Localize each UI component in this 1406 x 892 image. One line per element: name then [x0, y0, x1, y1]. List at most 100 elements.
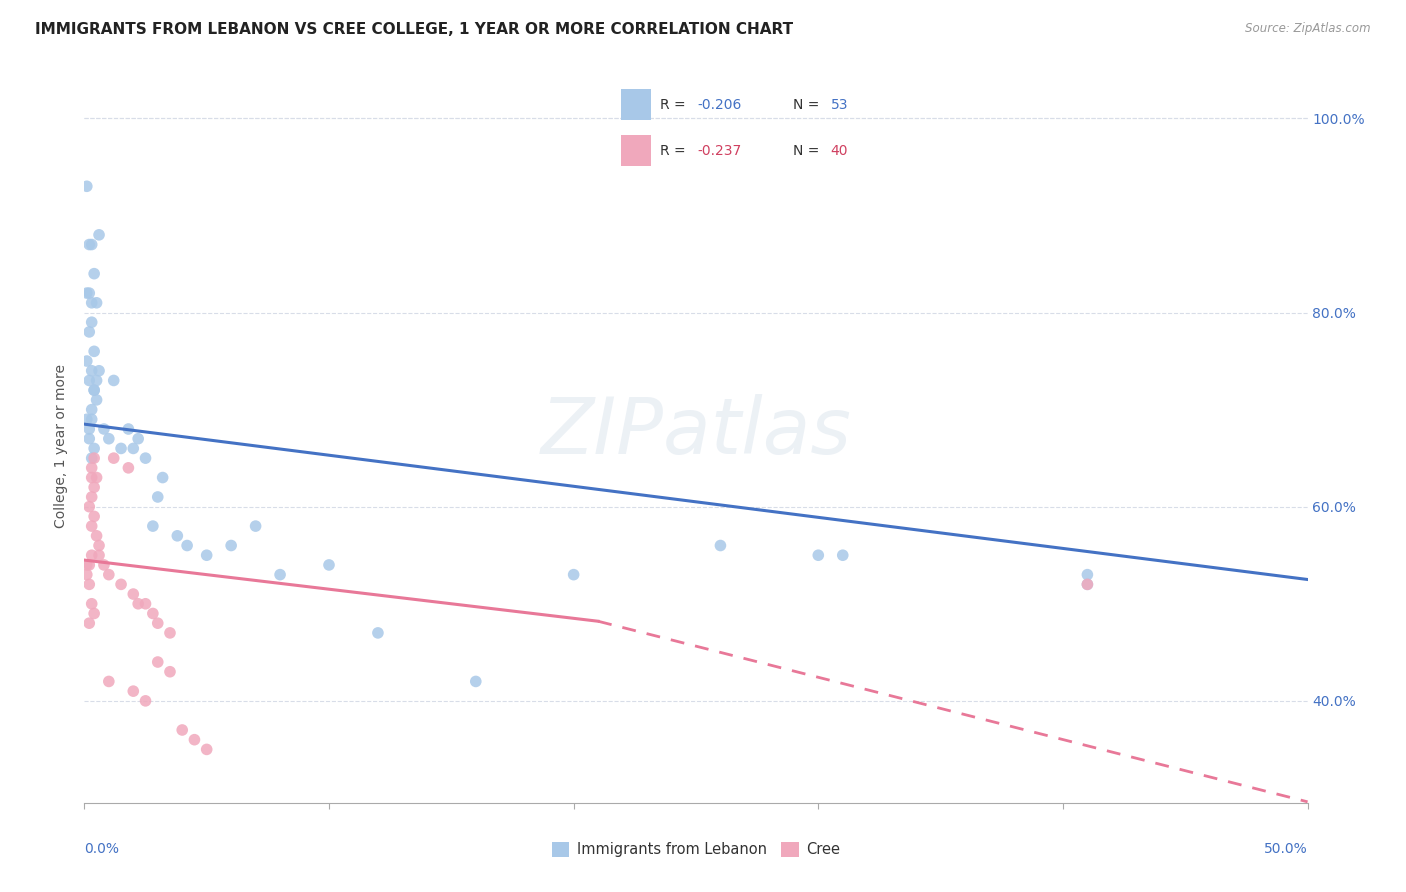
FancyBboxPatch shape [620, 89, 651, 120]
Point [831, 548, 853, 562]
FancyBboxPatch shape [620, 136, 651, 166]
Point [83, 344, 105, 359]
Text: 0.0%: 0.0% [84, 842, 120, 855]
Point [110, 577, 132, 591]
Point [97, 567, 120, 582]
Point [159, 626, 181, 640]
Point [135, 597, 157, 611]
Point [97, 674, 120, 689]
Point [86, 470, 108, 484]
Point [219, 539, 242, 553]
Point [269, 567, 291, 582]
Point [117, 422, 139, 436]
Point [76, 567, 98, 582]
Point [159, 665, 181, 679]
Point [183, 732, 205, 747]
Text: IMMIGRANTS FROM LEBANON VS CREE COLLEGE, 1 YEAR OR MORE CORRELATION CHART: IMMIGRANTS FROM LEBANON VS CREE COLLEGE,… [35, 22, 793, 37]
Point [80, 315, 103, 329]
Point [709, 539, 731, 553]
Point [80, 402, 103, 417]
Point [76, 412, 98, 426]
Point [87, 548, 110, 562]
Point [195, 742, 218, 756]
Point [135, 694, 157, 708]
Point [80, 470, 103, 484]
Text: R =: R = [659, 97, 690, 112]
Legend: Immigrants from Lebanon, Cree: Immigrants from Lebanon, Cree [546, 836, 846, 863]
Point [127, 597, 149, 611]
Point [142, 519, 165, 533]
Point [122, 442, 145, 456]
Text: N =: N = [793, 144, 824, 158]
Text: R =: R = [659, 144, 690, 158]
Point [1076, 577, 1098, 591]
Y-axis label: College, 1 year or more: College, 1 year or more [55, 364, 69, 528]
Point [93, 422, 115, 436]
Point [97, 432, 120, 446]
Point [110, 442, 132, 456]
Point [80, 412, 103, 426]
Text: 53: 53 [831, 97, 848, 112]
Point [83, 480, 105, 494]
Point [77, 325, 100, 339]
Point [77, 286, 100, 301]
Point [77, 422, 100, 436]
Point [86, 374, 108, 388]
Point [146, 655, 169, 669]
Point [86, 529, 108, 543]
Text: N =: N = [793, 97, 824, 112]
Point [80, 519, 103, 533]
Point [80, 295, 103, 310]
Point [77, 237, 100, 252]
Point [245, 519, 267, 533]
Point [142, 607, 165, 621]
Text: -0.206: -0.206 [697, 97, 742, 112]
Point [77, 374, 100, 388]
Point [77, 616, 100, 631]
Point [146, 490, 169, 504]
Point [122, 587, 145, 601]
Text: 50.0%: 50.0% [1264, 842, 1308, 855]
Point [77, 500, 100, 514]
Point [80, 364, 103, 378]
Text: ZIPatlas: ZIPatlas [540, 393, 852, 470]
Point [127, 432, 149, 446]
Point [76, 179, 98, 194]
Point [152, 470, 174, 484]
Point [83, 267, 105, 281]
Point [80, 597, 103, 611]
Point [87, 364, 110, 378]
Point [562, 567, 585, 582]
Point [77, 577, 100, 591]
Point [83, 509, 105, 524]
Point [93, 558, 115, 572]
Point [83, 607, 105, 621]
Point [80, 451, 103, 466]
Point [80, 548, 103, 562]
Point [117, 460, 139, 475]
Point [1076, 577, 1098, 591]
Point [135, 451, 157, 466]
Point [83, 383, 105, 397]
Point [83, 383, 105, 397]
Point [464, 674, 486, 689]
Point [87, 539, 110, 553]
Point [87, 227, 110, 242]
Point [77, 432, 100, 446]
Point [83, 442, 105, 456]
Point [367, 626, 389, 640]
Point [76, 354, 98, 368]
Point [1076, 567, 1098, 582]
Text: Source: ZipAtlas.com: Source: ZipAtlas.com [1246, 22, 1371, 36]
Point [77, 558, 100, 572]
Point [83, 451, 105, 466]
Point [807, 548, 830, 562]
Point [176, 539, 198, 553]
Point [172, 723, 194, 737]
Point [76, 286, 98, 301]
Text: 40: 40 [831, 144, 848, 158]
Point [166, 529, 188, 543]
Point [146, 616, 169, 631]
Point [86, 295, 108, 310]
Point [103, 374, 125, 388]
